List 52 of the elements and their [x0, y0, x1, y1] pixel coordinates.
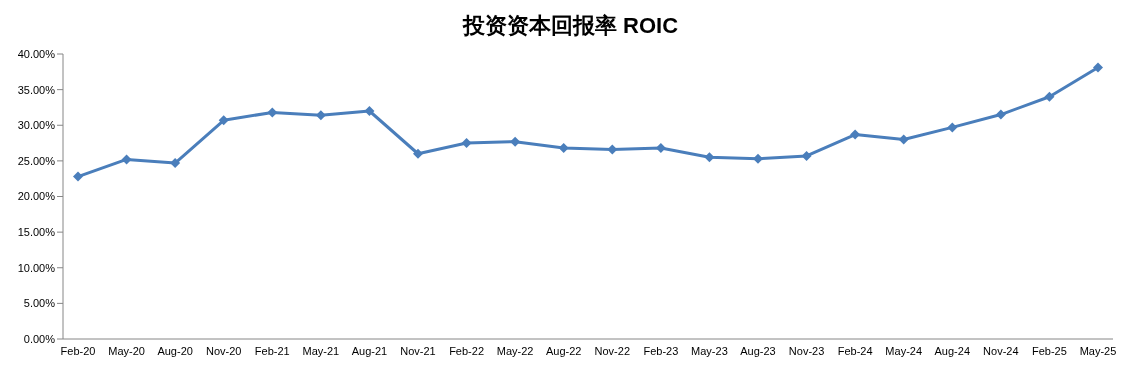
y-tick-label: 35.00% [17, 83, 56, 96]
point [753, 153, 763, 164]
x-tick-label: Aug-24 [934, 344, 971, 357]
x-tick-label: Feb-25 [1032, 344, 1067, 357]
x-tick-label: Feb-24 [837, 344, 873, 357]
x-tick-label: May-25 [1079, 344, 1117, 357]
y-tick-label: 30.00% [17, 119, 56, 132]
y-tick-label: 10.00% [17, 261, 56, 274]
x-tick-label: Feb-21 [254, 344, 290, 357]
point [801, 150, 812, 161]
x-tick-label: Aug-22 [545, 344, 582, 357]
x-tick-label: Feb-20 [60, 344, 96, 357]
x-tick-label: Nov-21 [400, 344, 436, 357]
x-tick-label: Feb-22 [449, 344, 484, 357]
point [218, 115, 229, 126]
point [510, 136, 521, 147]
point [1093, 62, 1103, 73]
x-tick-label: Aug-21 [351, 344, 388, 357]
x-tick-label: Aug-23 [740, 344, 776, 357]
point [947, 122, 958, 133]
y-tick-label: 5.00% [23, 297, 56, 310]
point [1044, 91, 1055, 102]
x-tick-label: May-21 [302, 344, 340, 357]
y-tick-label: 20.00% [17, 190, 56, 203]
x-tick-label: Feb-23 [643, 344, 679, 357]
y-tick-label: 0.00% [23, 332, 56, 345]
x-tick-label: May-22 [496, 344, 534, 357]
point [73, 171, 83, 182]
y-tick-label: 40.00% [17, 47, 56, 60]
x-tick-label: Nov-20 [205, 344, 242, 357]
x-tick-label: Aug-20 [157, 344, 193, 357]
x-tick-label: Nov-23 [788, 344, 825, 357]
point [267, 107, 278, 118]
point [607, 144, 618, 155]
point [364, 106, 375, 116]
point [315, 110, 326, 121]
x-tick-label: Nov-24 [983, 344, 1019, 357]
y-tick-label: 15.00% [17, 226, 56, 239]
x-tick-label: Nov-22 [594, 344, 631, 357]
point [121, 154, 132, 165]
x-tick-label: May-24 [885, 344, 923, 357]
point [558, 143, 569, 154]
chart-title: 投资资本回报率 ROIC [461, 12, 680, 40]
point [898, 134, 909, 145]
point [170, 158, 181, 169]
point [413, 148, 423, 159]
y-tick-label: 25.00% [17, 154, 56, 167]
x-tick-label: May-23 [691, 344, 728, 357]
point [461, 138, 472, 149]
x-tick-label: May-20 [108, 344, 145, 357]
point [850, 129, 861, 140]
point [995, 109, 1006, 120]
